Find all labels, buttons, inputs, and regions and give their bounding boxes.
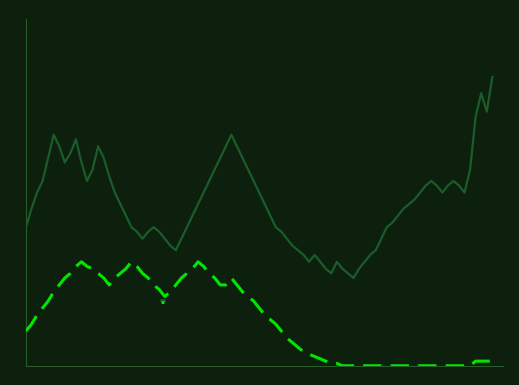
- Legend: , : ,: [160, 299, 165, 303]
